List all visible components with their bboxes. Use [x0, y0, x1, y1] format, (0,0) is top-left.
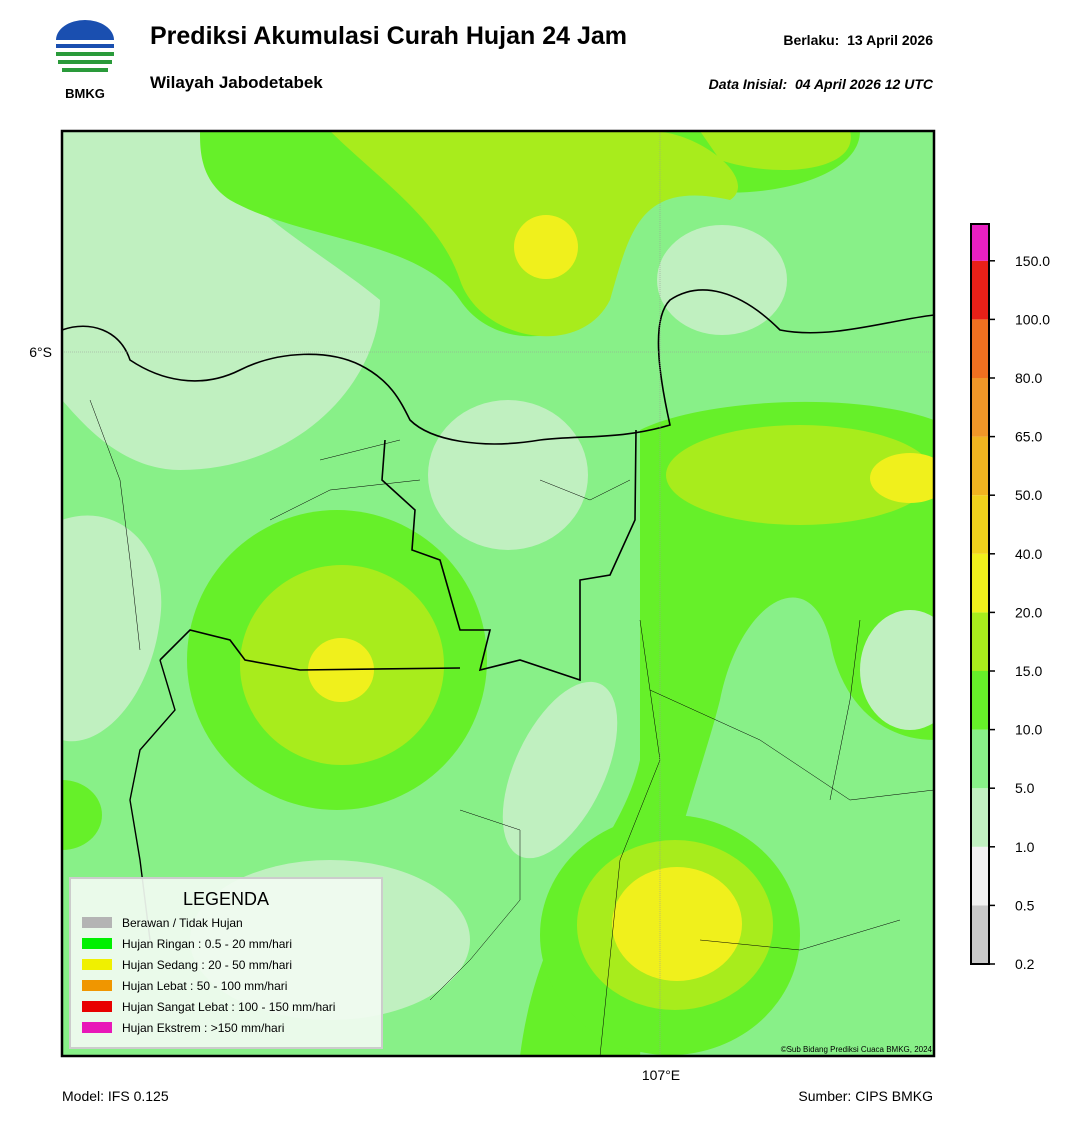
- legend-swatch: [82, 1022, 112, 1033]
- legend: LEGENDA Berawan / Tidak Hujan Hujan Ringa…: [69, 877, 383, 1049]
- legend-swatch: [82, 959, 112, 970]
- colorbar-segment: [971, 260, 989, 320]
- credit: ©Sub Bidang Prediksi Cuaca BMKG, 2024: [781, 1045, 933, 1054]
- colorbar-label: 0.5: [1015, 897, 1035, 913]
- legend-swatch: [82, 1001, 112, 1012]
- logo-text: BMKG: [65, 86, 105, 101]
- colorbar-label: 20.0: [1015, 604, 1042, 620]
- colorbar-label: 5.0: [1015, 780, 1035, 796]
- colorbar-segment: [971, 612, 989, 671]
- legend-swatch: [82, 980, 112, 991]
- valid-date: Berlaku: 13 April 2026: [783, 32, 933, 48]
- subtitle: Wilayah Jabodetabek: [150, 73, 323, 92]
- colorbar-segment: [971, 553, 989, 613]
- legend-label: Hujan Ekstrem : >150 mm/hari: [122, 1021, 284, 1035]
- legend-swatch: [82, 938, 112, 949]
- lat-label: 6°S: [29, 344, 52, 360]
- colorbar-segment: [971, 495, 989, 554]
- colorbar-label: 10.0: [1015, 722, 1042, 738]
- legend-title: LEGENDA: [183, 889, 269, 909]
- colorbar-label: 65.0: [1015, 429, 1042, 445]
- colorbar-label: 150.0: [1015, 253, 1050, 269]
- colorbar-label: 1.0: [1015, 839, 1035, 855]
- legend-label: Hujan Ringan : 0.5 - 20 mm/hari: [122, 937, 292, 951]
- legend-label: Hujan Sangat Lebat : 100 - 150 mm/hari: [122, 1000, 335, 1014]
- colorbar-label: 40.0: [1015, 546, 1042, 562]
- legend-label: Hujan Sedang : 20 - 50 mm/hari: [122, 958, 292, 972]
- colorbar-segment: [971, 378, 989, 437]
- colorbar-segment: [971, 788, 989, 847]
- colorbar-label: 15.0: [1015, 663, 1042, 679]
- source: Sumber: CIPS BMKG: [798, 1088, 933, 1104]
- lon-label: 107°E: [642, 1067, 680, 1083]
- colorbar-segment: [971, 224, 989, 261]
- colorbar-segment: [971, 846, 989, 906]
- colorbar-segment: [971, 436, 989, 496]
- init-date: Data Inisial: 04 April 2026 12 UTC: [709, 76, 934, 92]
- logo: BMKG: [56, 20, 114, 101]
- model: Model: IFS 0.125: [62, 1088, 169, 1104]
- colorbar-label: 0.2: [1015, 956, 1035, 972]
- colorbar-label: 50.0: [1015, 487, 1042, 503]
- colorbar: 0.2 0.5 1.0 5.0 10.0 15.0 20.0 40.0 50.0 65.0 80.0…: [970, 223, 1050, 972]
- colorbar-segment: [971, 671, 989, 730]
- colorbar-segment: [971, 319, 989, 378]
- colorbar-segment: [971, 905, 989, 964]
- legend-label: Berawan / Tidak Hujan: [122, 916, 243, 930]
- colorbar-frame: [970, 223, 990, 965]
- map-frame: [60, 129, 936, 1058]
- legend-label: Hujan Lebat : 50 - 100 mm/hari: [122, 979, 287, 993]
- legend-swatch: [82, 917, 112, 928]
- colorbar-label: 80.0: [1015, 370, 1042, 386]
- title: Prediksi Akumulasi Curah Hujan 24 Jam: [150, 22, 627, 50]
- colorbar-segment: [971, 729, 989, 789]
- rain-map: ©Sub Bidang Prediksi Cuaca BMKG, 2024: [62, 131, 934, 1056]
- colorbar-label: 100.0: [1015, 311, 1050, 327]
